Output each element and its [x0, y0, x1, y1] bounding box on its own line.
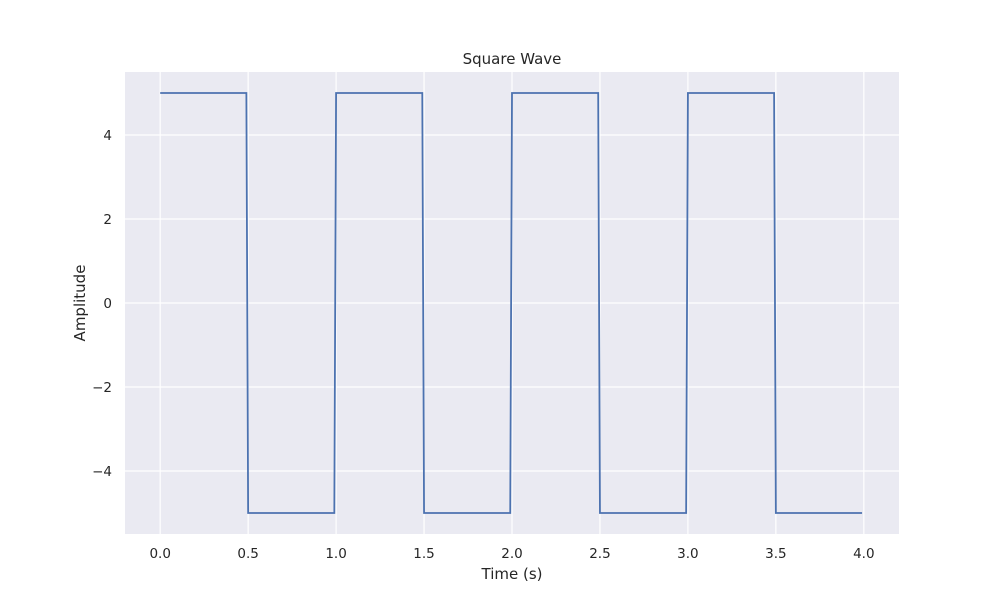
x-tick-label: 2.5 [589, 546, 610, 562]
x-tick-label: 1.0 [325, 546, 346, 562]
series-layer [160, 92, 863, 514]
y-tick-label: 4 [103, 128, 112, 144]
x-tick-label: 0.0 [149, 546, 170, 562]
x-tick-label: 3.5 [765, 546, 786, 562]
y-tick-label: 2 [103, 212, 112, 228]
x-axis-ticks: 0.0 0.5 1.0 1.5 2.0 2.5 3.0 3.5 4.0 [149, 546, 874, 562]
x-tick-label: 0.5 [237, 546, 258, 562]
y-tick-label: −2 [92, 380, 112, 396]
chart-title: Square Wave [463, 50, 562, 68]
x-tick-label: 3.0 [677, 546, 698, 562]
x-axis-label: Time (s) [481, 565, 543, 583]
y-tick-label: 0 [103, 296, 112, 312]
y-tick-label: −4 [92, 464, 112, 480]
y-axis-ticks: −4 −2 0 2 4 [92, 128, 112, 480]
x-tick-label: 4.0 [853, 546, 874, 562]
y-axis-label: Amplitude [71, 265, 89, 342]
x-tick-label: 1.5 [413, 546, 434, 562]
x-tick-label: 2.0 [501, 546, 522, 562]
series-line [160, 92, 863, 514]
